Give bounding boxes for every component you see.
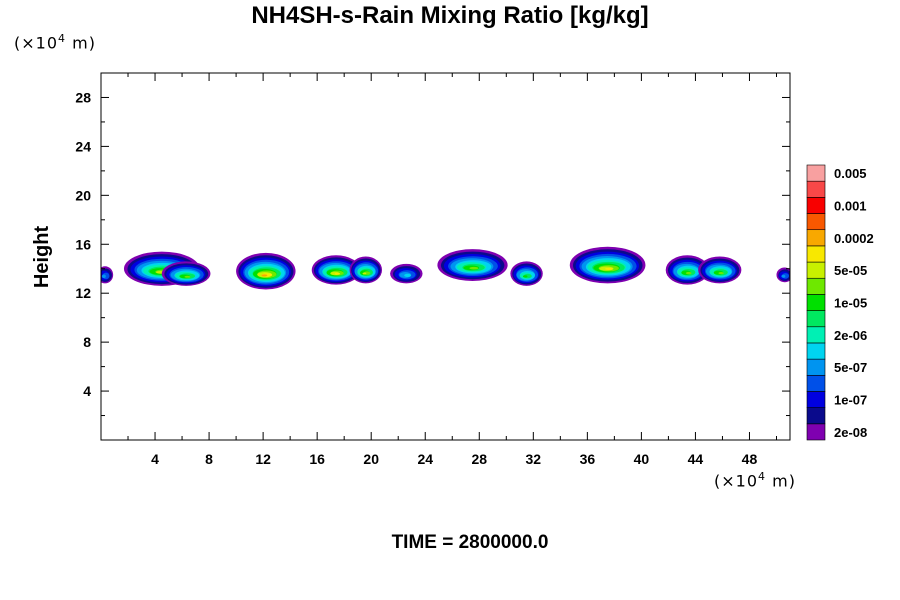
- rain-cell: [311, 255, 361, 285]
- colorbar-segment: [806, 245, 826, 263]
- y-unit-suffix: m): [66, 33, 96, 53]
- x-unit-suffix: m): [766, 471, 796, 491]
- colorbar-segment: [806, 261, 826, 279]
- colorbar-segment: [806, 423, 826, 441]
- y-unit-exponent: 4: [58, 32, 67, 45]
- colorbar-segment: [806, 294, 826, 311]
- time-annotation: TIME = 2800000.0: [391, 532, 549, 553]
- x-tick-label: 16: [309, 451, 325, 467]
- x-unit-prefix: (×10: [714, 471, 759, 491]
- x-tick-label: 36: [580, 451, 596, 467]
- rain-cell-level: [604, 267, 613, 270]
- colorbar-segment: [806, 180, 826, 198]
- y-tick-label: 16: [75, 236, 91, 252]
- x-tick-label: 4: [151, 451, 159, 467]
- y-unit-prefix: (×10: [14, 33, 59, 53]
- y-tick-label: 24: [75, 138, 91, 154]
- colorbar-segment: [806, 213, 826, 231]
- colorbar-label: 2e-06: [834, 328, 867, 343]
- colorbar-segment: [806, 310, 826, 328]
- rain-cell-level: [101, 274, 106, 279]
- colorbar-segment: [806, 407, 826, 425]
- x-tick-label: 12: [255, 451, 271, 467]
- colorbar-label: 1e-07: [834, 393, 867, 408]
- x-tick-label: 20: [363, 451, 379, 467]
- rain-cell-level: [184, 275, 191, 278]
- rain-cell-level: [718, 272, 724, 275]
- colorbar-segment: [806, 164, 826, 182]
- colorbar-segment: [806, 342, 826, 360]
- x-tick-label: 44: [688, 451, 704, 467]
- colorbar-label: 0.0002: [834, 231, 874, 246]
- rain-cell: [236, 252, 296, 290]
- y-tick-label: 28: [75, 89, 91, 105]
- y-tick-label: 4: [83, 383, 91, 399]
- y-axis-label: Height: [31, 226, 53, 289]
- colorbar: 2e-08 1e-07 5e-07 2e-06 1e-05 5e-05 0.0002 0.00…: [806, 164, 874, 441]
- rain-cell: [569, 246, 646, 284]
- rain-cell: [665, 255, 709, 285]
- rain-cells: [101, 246, 790, 290]
- x-tick-label: 32: [526, 451, 542, 467]
- y-tick-label: 12: [75, 285, 91, 301]
- rain-cell: [390, 263, 423, 284]
- x-axis-unit: (×104 m): [714, 470, 796, 490]
- colorbar-segment: [806, 391, 826, 408]
- rain-cell-level: [362, 272, 367, 275]
- rain-cell-level: [404, 273, 411, 277]
- rain-cell: [510, 261, 543, 286]
- rain-cell: [437, 249, 508, 281]
- colorbar-segment: [806, 374, 826, 392]
- colorbar-segment: [806, 229, 826, 247]
- colorbar-segment: [806, 197, 826, 214]
- x-tick-label: 28: [471, 451, 487, 467]
- rain-cell: [698, 256, 742, 284]
- colorbar-label: 5e-05: [834, 263, 867, 278]
- colorbar-label: 0.005: [834, 166, 867, 181]
- y-axis-unit: (×104 m): [14, 32, 96, 52]
- rain-cell-level: [334, 272, 341, 275]
- y-tick-label: 8: [83, 334, 91, 350]
- rain-cell-level: [522, 275, 528, 278]
- colorbar-segment: [806, 277, 826, 295]
- plot-frame: [100, 72, 791, 441]
- rain-cell-level: [469, 266, 479, 270]
- y-tick-label: 20: [75, 187, 91, 203]
- x-tick-label: 48: [742, 451, 758, 467]
- x-unit-exponent: 4: [758, 470, 767, 483]
- colorbar-label: 2e-08: [834, 425, 867, 440]
- rain-cell: [101, 266, 114, 284]
- rain-cell-level: [261, 274, 268, 277]
- chart-title: NH4SH-s-Rain Mixing Ratio [kg/kg]: [251, 2, 649, 29]
- colorbar-label: 0.001: [834, 198, 867, 213]
- rain-cell: [776, 267, 790, 283]
- colorbar-segment: [806, 326, 826, 344]
- x-tick-label: 8: [205, 451, 213, 467]
- rain-cell-level: [685, 271, 692, 275]
- rain-cell: [161, 261, 211, 286]
- rain-cell-level: [781, 274, 786, 278]
- colorbar-label: 1e-05: [834, 296, 867, 311]
- rain-cell: [349, 256, 383, 284]
- colorbar-label: 5e-07: [834, 360, 867, 375]
- colorbar-segment: [806, 358, 826, 376]
- x-tick-label: 40: [634, 451, 650, 467]
- x-tick-label: 24: [417, 451, 433, 467]
